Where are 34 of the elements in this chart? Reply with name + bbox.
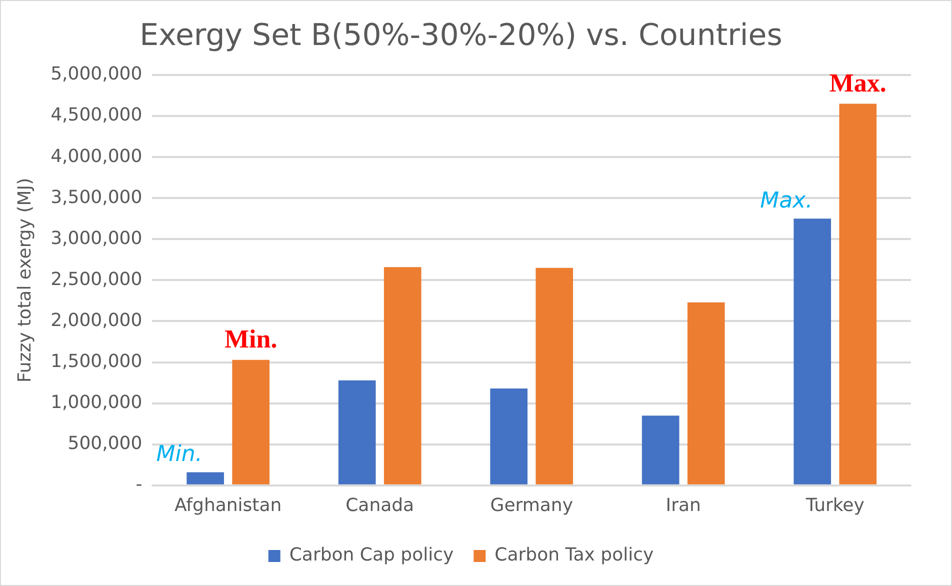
y-tick-label: 4,000,000 bbox=[50, 146, 142, 167]
y-tick-label: 1,000,000 bbox=[50, 392, 142, 413]
y-tick-label: 2,500,000 bbox=[50, 268, 142, 290]
annotation: Max. bbox=[760, 188, 813, 214]
annotation: Min. bbox=[224, 324, 278, 354]
legend-label: Carbon Cap policy bbox=[289, 544, 454, 566]
y-tick-label: 2,000,000 bbox=[50, 310, 142, 331]
bar bbox=[687, 302, 725, 484]
bar bbox=[384, 267, 422, 484]
bar bbox=[536, 268, 574, 484]
y-tick-label: - bbox=[136, 474, 142, 496]
y-axis-title: Fuzzy total exergy (MJ) bbox=[14, 178, 36, 383]
bar bbox=[338, 380, 376, 484]
x-tick-label: Iran bbox=[666, 494, 701, 516]
y-tick-label: 3,000,000 bbox=[50, 228, 142, 249]
y-tick-label: 1,500,000 bbox=[50, 350, 142, 372]
bar bbox=[490, 388, 528, 484]
bar bbox=[839, 104, 877, 484]
chart-title: Exergy Set B(50%-30%-20%) vs. Countries bbox=[140, 18, 782, 53]
y-tick-label: 3,500,000 bbox=[50, 186, 142, 208]
y-tick-label: 4,500,000 bbox=[50, 104, 142, 126]
x-tick-label: Turkey bbox=[804, 494, 865, 516]
y-tick-label: 500,000 bbox=[68, 433, 142, 454]
x-tick-label: Canada bbox=[346, 494, 414, 516]
y-tick-label: 5,000,000 bbox=[50, 64, 142, 85]
legend-label: Carbon Tax policy bbox=[494, 544, 654, 566]
x-tick-label: Germany bbox=[490, 494, 574, 516]
annotation: Min. bbox=[156, 442, 202, 467]
annotation: Max. bbox=[829, 68, 886, 98]
x-tick-label: Afghanistan bbox=[174, 494, 282, 516]
bar bbox=[186, 472, 224, 484]
bar bbox=[232, 360, 270, 484]
bar bbox=[642, 416, 680, 484]
bar bbox=[794, 218, 832, 484]
